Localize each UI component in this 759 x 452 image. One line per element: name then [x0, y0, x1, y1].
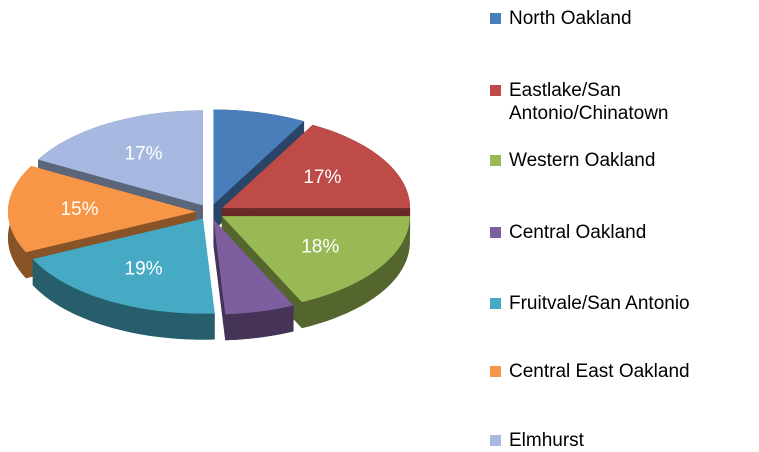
legend-swatch: [490, 85, 501, 96]
legend-swatch: [490, 366, 501, 377]
legend-item: Western Oakland: [490, 149, 755, 172]
slice-face: [213, 219, 226, 341]
data-label: 19%: [125, 258, 163, 279]
legend-item: Elmhurst: [490, 429, 755, 452]
legend-swatch: [490, 298, 501, 309]
slice: [213, 219, 294, 315]
legend-label: Western Oakland: [509, 150, 656, 171]
slice: [8, 165, 197, 253]
legend-item: Central East Oakland: [490, 360, 755, 383]
legend-swatch: [490, 227, 501, 238]
legend-item: Central Oakland: [490, 221, 755, 244]
legend-label: Fruitvale/San Antonio: [509, 293, 690, 314]
legend-item: Fruitvale/San Antonio: [490, 292, 755, 315]
legend-label: North Oakland: [509, 8, 632, 29]
data-label: 15%: [60, 199, 98, 220]
slice: [222, 124, 411, 209]
legend-swatch: [490, 155, 501, 166]
legend-label: Central Oakland: [509, 222, 647, 243]
slice: [221, 216, 410, 303]
legend-item: North Oakland: [490, 7, 755, 30]
data-label: 17%: [125, 144, 163, 165]
legend-label: Eastlake/San Antonio/Chinatown: [509, 80, 669, 124]
legend-label: Elmhurst: [509, 430, 584, 451]
legend-label: Central East Oakland: [509, 361, 690, 382]
pie-area: 17% 18% 19% 15% 17%: [8, 109, 411, 341]
slice: [32, 218, 215, 314]
slice-wall: [301, 216, 410, 329]
data-label: 17%: [303, 167, 341, 188]
legend-swatch: [490, 13, 501, 24]
data-label: 18%: [301, 237, 339, 258]
legend-swatch: [490, 435, 501, 446]
slice-wall: [225, 305, 294, 341]
slice: [38, 110, 203, 206]
slice: [213, 109, 305, 205]
legend-item: Eastlake/San Antonio/Chinatown: [490, 79, 755, 125]
slice-wall: [32, 259, 215, 340]
